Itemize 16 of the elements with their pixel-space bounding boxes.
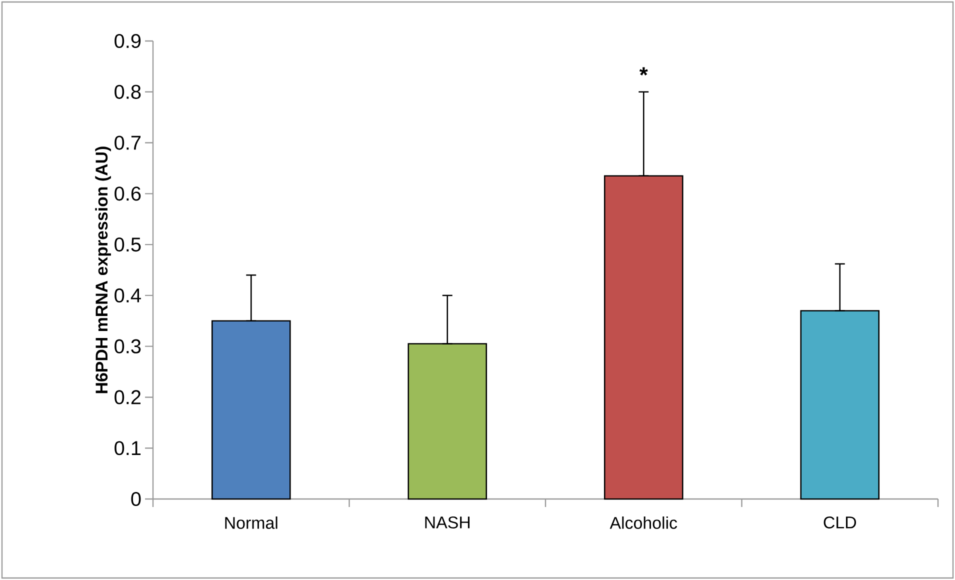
y-tick-label: 0.4 <box>114 288 141 302</box>
y-tick-label: 0.7 <box>114 136 141 150</box>
y-tick-label: 0.2 <box>114 390 141 404</box>
y-tick-label: 0.3 <box>114 339 141 354</box>
y-axis-title: H6PDH mRNA expression (AU) <box>95 146 111 394</box>
y-tick-label: 0.8 <box>114 84 141 99</box>
x-tick-label: Alcoholic <box>610 516 678 529</box>
x-tick-label: CLD <box>824 516 856 528</box>
y-tick-label: 0.1 <box>114 441 141 456</box>
x-tick-label: NASH <box>425 516 470 528</box>
y-tick-label: 0.9 <box>114 34 141 48</box>
annotation: * <box>639 67 648 76</box>
y-tick-label: 0 <box>131 492 141 506</box>
y-tick-label: 0.6 <box>114 186 141 201</box>
x-tick-label: Normal <box>225 516 278 529</box>
y-tick-label: 0.5 <box>114 238 141 252</box>
